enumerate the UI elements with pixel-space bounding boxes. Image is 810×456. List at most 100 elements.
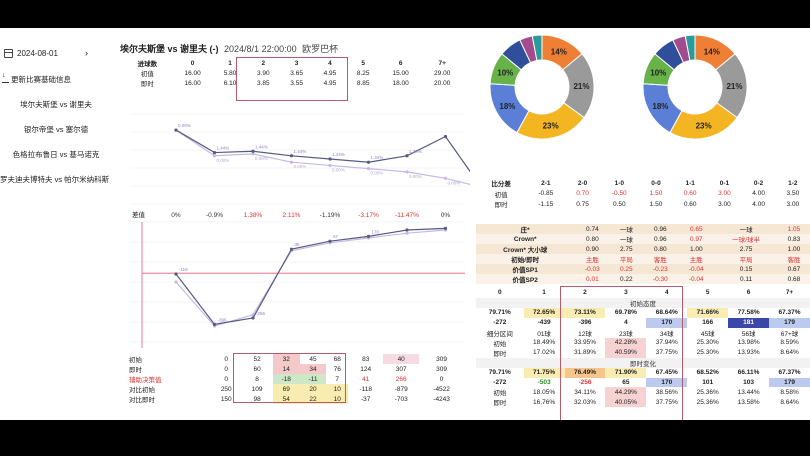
diff-value: 0% [171, 212, 181, 219]
cell: 41 [362, 375, 370, 383]
cell: 40.05% [605, 397, 647, 408]
cell: 13.93% [737, 349, 760, 357]
cell: 0.50 [612, 200, 626, 208]
series-line-a [175, 227, 446, 326]
cell: 18.00 [392, 79, 409, 87]
data-point [251, 149, 255, 153]
data-label: -256 [256, 311, 266, 316]
cell: 初始 [493, 340, 507, 348]
cell: 14 [272, 364, 300, 374]
update-info-button[interactable]: 更新比赛基础信息 [2, 72, 71, 85]
section-header: 初始态度 [476, 297, 810, 308]
cell: -879 [394, 385, 408, 393]
cell: 客胜 [787, 257, 801, 264]
cell: 主胜 [689, 257, 703, 264]
chevron-right-icon[interactable]: › [85, 48, 88, 58]
cell: 客胜 [653, 257, 667, 264]
download-icon [2, 72, 9, 83]
cell: 20.00 [434, 79, 451, 87]
data-label: 0.00% [255, 156, 268, 161]
cell: 31.89% [573, 349, 596, 357]
cell: 4.00 [752, 200, 765, 208]
data-point [366, 167, 371, 171]
cell: 0.60 [683, 200, 697, 208]
data-label: 0.00% [217, 158, 230, 163]
cell: -272 [493, 379, 507, 386]
row-label: 初始/即时 [511, 257, 540, 264]
header-cell: 4 [328, 59, 332, 67]
cell: 0.75 [576, 200, 589, 208]
cell: 72.65% [523, 307, 565, 318]
cell: 2.75 [620, 245, 633, 253]
cell: 103 [743, 379, 755, 386]
header-cell: 进球数 [137, 61, 158, 68]
cell: 37.75% [655, 398, 678, 406]
cell: -503 [537, 379, 551, 386]
cell: 20 [299, 384, 327, 394]
cell: 4.95 [323, 79, 337, 87]
match-item[interactable]: 色格拉布鲁日 vs 基马诺克 [12, 150, 100, 159]
cell: 1.50 [649, 190, 663, 198]
data-point [328, 239, 332, 243]
cell: 0.67 [787, 265, 801, 273]
sidebar: 2024-08-01 › 更新比赛基础信息 埃尔夫斯堡 vs 谢里夫 银尔帝堡 … [0, 28, 112, 420]
cell: 0 [439, 375, 444, 383]
cell: 34球 [659, 330, 674, 338]
header-cell: 2 [261, 59, 266, 67]
update-info-label: 更新比赛基础信息 [11, 75, 71, 84]
cell: 69.78% [614, 309, 637, 317]
data-point [174, 272, 178, 276]
calendar-icon [4, 48, 13, 58]
data-point [405, 228, 409, 232]
cell: 170 [646, 377, 688, 388]
data-point [212, 154, 217, 158]
table-row: -272 -439 -396 4 170 166 181 179 [476, 317, 810, 328]
cell: 0 [224, 355, 229, 363]
pie-label: 23% [543, 122, 559, 131]
row-label: 对比即时 [129, 397, 155, 404]
cell: 0.74 [586, 225, 599, 233]
cell: 79.71% [488, 309, 511, 317]
data-point [366, 234, 371, 238]
data-label: 35 [295, 242, 301, 247]
cell: 1.50 [649, 200, 663, 208]
cell: 40.59% [605, 347, 647, 358]
row-label: 辅助决策值 [129, 377, 162, 384]
cell: 8.64% [780, 398, 799, 406]
cell: 32.03% [573, 398, 596, 406]
cell: 34 [299, 364, 327, 374]
cell: 初值 [140, 71, 154, 78]
table-row: 即时 16.00 6.10 3.85 3.55 4.95 8.85 18.00 … [123, 78, 463, 89]
table-row: 价值SP2 0.01 0.22 -0.30 -0.04 0.11 0.68 [476, 274, 810, 284]
table-row: 对比初始 250 109 69 20 10 -118 -879 -4522 [128, 384, 464, 394]
match-header: 埃尔夫斯堡 vs 谢里夫 (-) 2024/8/1 22:00:00 欧罗巴杯 [120, 42, 338, 55]
cell: 3.65 [290, 69, 303, 77]
header-cell: 0-1 [719, 179, 730, 187]
app-window: 2024-08-01 › 更新比赛基础信息 埃尔夫斯堡 vs 谢里夫 银尔帝堡 … [0, 28, 810, 420]
cell: 83 [362, 355, 370, 363]
date-selector[interactable]: 2024-08-01 › [4, 46, 110, 60]
cell: -37 [361, 395, 371, 403]
diff-value: -3.17% [358, 212, 379, 219]
cell: 45球 [700, 330, 715, 338]
section-header: 即时变化 [476, 357, 810, 368]
cell: 3.55 [290, 79, 303, 87]
match-item[interactable]: 银尔帝堡 vs 塞尔德 [23, 125, 89, 134]
cell: 1.00 [787, 245, 801, 253]
pie-slice [684, 34, 696, 62]
cell: 4.00 [752, 190, 765, 198]
match-item[interactable]: 罗夫迪夫博特夫 vs 帕尔米纳科斯 [0, 175, 110, 184]
cell: 0.01 [586, 275, 599, 283]
diff-value: -1.19% [320, 212, 341, 219]
header-cell: 2-1 [541, 179, 551, 187]
cell: 60 [253, 365, 261, 373]
diff-row-label: 差值 [132, 210, 146, 219]
data-point [251, 316, 255, 320]
cell: 1.05 [787, 225, 801, 233]
table-row: 细分区间 01球 12球 23球 34球 45球 56球 67+球 [476, 328, 810, 338]
cell: 初值 [494, 191, 508, 199]
cell: 即时 [140, 81, 154, 88]
data-point [212, 150, 217, 155]
match-item[interactable]: 埃尔夫斯堡 vs 谢里夫 [20, 100, 92, 109]
cell: 65 [622, 379, 630, 386]
